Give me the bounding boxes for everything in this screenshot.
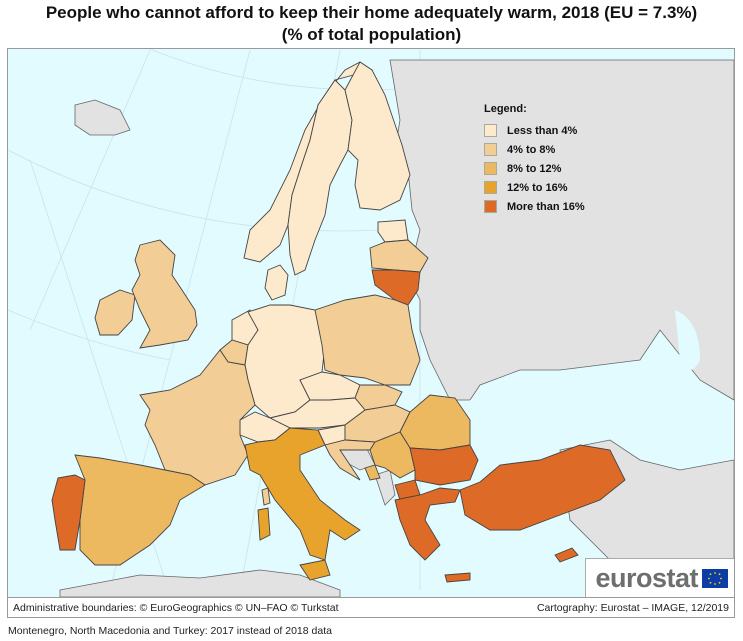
cartography-credit: Cartography: Eurostat – IMAGE, 12/2019 <box>536 602 729 614</box>
italy <box>244 427 361 561</box>
legend-label: More than 16% <box>507 200 585 213</box>
credits-bar: Administrative boundaries: © EuroGeograp… <box>8 597 734 617</box>
legend-item: 12% to 16% <box>484 178 585 197</box>
title-line-2: (% of total population) <box>281 25 462 44</box>
russia-belarus-ukraine <box>389 59 734 401</box>
sardinia <box>257 507 271 541</box>
austria <box>268 397 366 429</box>
eurostat-wordmark: eurostat <box>595 563 698 593</box>
legend-label: 4% to 8% <box>507 143 556 156</box>
north-africa <box>59 569 341 597</box>
legend-swatch <box>484 181 497 194</box>
map-title: People who cannot afford to keep their h… <box>0 2 743 46</box>
caspian-sea <box>675 310 700 370</box>
romania <box>399 394 471 451</box>
turkey <box>459 444 626 531</box>
legend-label: 12% to 16% <box>507 181 568 194</box>
legend-swatch <box>484 143 497 156</box>
eu-flag-icon <box>702 569 728 588</box>
iceland <box>74 99 131 136</box>
denmark <box>264 264 289 301</box>
eurostat-logo: eurostat <box>585 558 734 598</box>
legend-label: 8% to 12% <box>507 162 562 175</box>
poland <box>314 294 421 386</box>
united-kingdom <box>131 239 198 349</box>
black-sea <box>465 390 563 440</box>
legend-item: More than 16% <box>484 197 585 216</box>
legend-swatch <box>484 162 497 175</box>
spain <box>74 454 206 566</box>
legend-item: 8% to 12% <box>484 159 585 178</box>
legend-item: Less than 4% <box>484 121 585 140</box>
legend-item: 4% to 8% <box>484 140 585 159</box>
choropleth-map <box>8 49 734 597</box>
croatia <box>324 439 376 481</box>
ireland <box>94 289 136 336</box>
map-svg <box>8 49 734 597</box>
cyprus <box>554 547 579 563</box>
map-legend: Legend: Less than 4% 4% to 8% 8% to 12% … <box>484 103 585 216</box>
crete <box>444 572 471 583</box>
legend-swatch <box>484 200 497 213</box>
latvia <box>369 239 429 273</box>
greece <box>394 487 461 561</box>
portugal <box>51 474 86 551</box>
montenegro <box>364 464 381 481</box>
title-line-1: People who cannot afford to keep their h… <box>45 3 698 22</box>
lithuania <box>371 269 421 306</box>
france <box>139 349 256 486</box>
sweden <box>287 79 353 276</box>
footnote: Montenegro, North Macedonia and Turkey: … <box>8 625 332 637</box>
albania <box>374 469 396 506</box>
bulgaria <box>409 444 479 486</box>
legend-swatch <box>484 124 497 137</box>
sicily <box>299 559 331 581</box>
legend-label: Less than 4% <box>507 124 578 137</box>
corsica <box>261 487 271 506</box>
estonia <box>377 219 409 243</box>
legend-title: Legend: <box>484 103 527 115</box>
boundaries-credit: Administrative boundaries: © EuroGeograp… <box>13 602 339 614</box>
finland <box>344 61 411 211</box>
countries <box>51 61 626 583</box>
